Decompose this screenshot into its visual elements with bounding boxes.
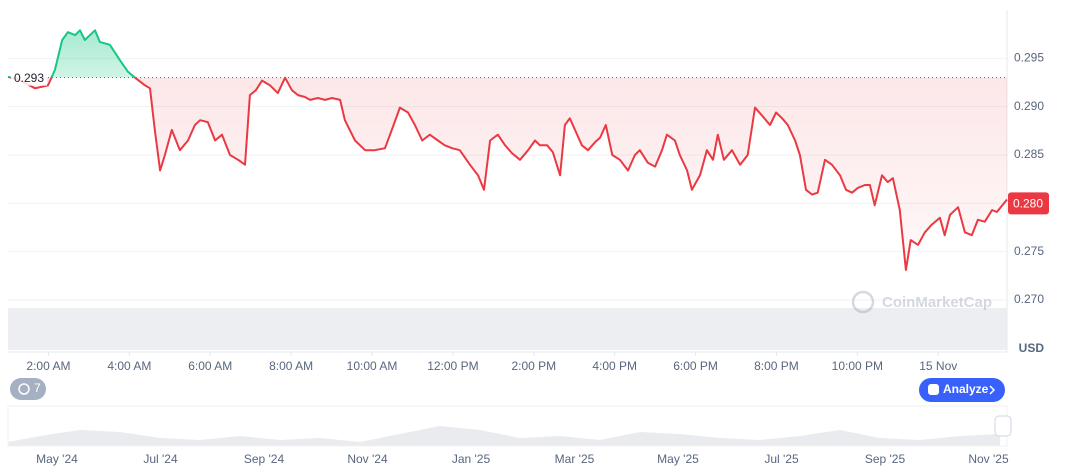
x-tick-label: 4:00 PM xyxy=(592,359,637,373)
navigator-label: Sep '25 xyxy=(865,452,906,466)
y-unit: USD xyxy=(1019,341,1045,355)
price-line xyxy=(7,29,1008,271)
x-tick-label: 15 Nov xyxy=(919,359,957,373)
y-tick-label: 0.295 xyxy=(1014,51,1044,65)
x-tick-label: 6:00 PM xyxy=(673,359,718,373)
navigator-label: Sep '24 xyxy=(244,452,285,466)
x-tick-label: 8:00 PM xyxy=(754,359,799,373)
watermark-text: CoinMarketCap xyxy=(882,294,992,311)
badge-icon xyxy=(18,383,30,395)
x-tick-label: 2:00 PM xyxy=(511,359,556,373)
navigator-label: Jan '25 xyxy=(452,452,491,466)
history-badge[interactable]: 7 xyxy=(10,378,46,400)
navigator-handle[interactable] xyxy=(994,415,1012,437)
x-tick-label: 10:00 AM xyxy=(347,359,398,373)
y-tick-label: 0.270 xyxy=(1014,292,1044,306)
x-tick-label: 4:00 AM xyxy=(107,359,151,373)
navigator-area xyxy=(8,426,1000,446)
analyze-button[interactable]: Analyze xyxy=(919,378,1005,402)
x-tick-label: 8:00 AM xyxy=(269,359,313,373)
current-price-label: 0.280 xyxy=(1013,197,1043,211)
analyze-bg xyxy=(919,378,1005,402)
volume-band xyxy=(8,308,1007,350)
x-tick-label: 6:00 AM xyxy=(188,359,232,373)
x-tick-label: 12:00 PM xyxy=(427,359,478,373)
y-tick-label: 0.285 xyxy=(1014,147,1044,161)
navigator-label: Jul '25 xyxy=(764,452,799,466)
watermark: CoinMarketCap xyxy=(851,290,992,314)
price-area xyxy=(8,30,1007,270)
navigator-label: Nov '25 xyxy=(968,452,1009,466)
badge-count: 7 xyxy=(34,381,41,395)
current-price-bg xyxy=(1008,192,1049,215)
x-tick-label: 10:00 PM xyxy=(832,359,883,373)
badge-bg xyxy=(10,378,46,400)
y-tick-label: 0.290 xyxy=(1014,99,1044,113)
navigator-label: Nov '24 xyxy=(347,452,388,466)
watermark-logo xyxy=(851,290,875,314)
navigator-label: May '24 xyxy=(36,452,78,466)
analyze-label: Analyze xyxy=(943,382,989,396)
y-tick-label: 0.275 xyxy=(1014,244,1044,258)
baseline-label-bg xyxy=(11,69,47,86)
analyze-chevron xyxy=(989,385,996,395)
baseline-label: 0.293 xyxy=(14,71,44,85)
navigator-label: May '25 xyxy=(657,452,699,466)
navigator-label: Mar '25 xyxy=(555,452,595,466)
navigator-label: Jul '24 xyxy=(143,452,178,466)
x-tick-label: 2:00 AM xyxy=(26,359,70,373)
analyze-icon xyxy=(928,384,939,395)
